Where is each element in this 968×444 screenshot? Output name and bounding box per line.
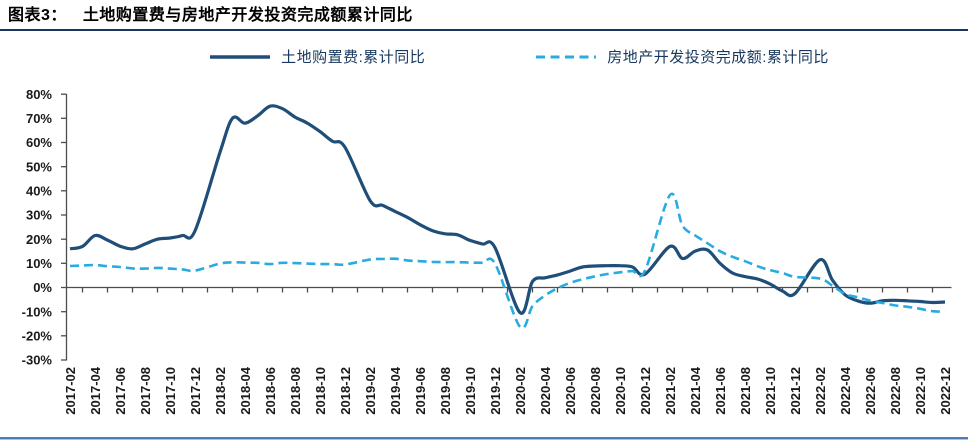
x-tick-label: 2019-10 <box>463 367 478 415</box>
legend-swatch-solid-line <box>210 54 271 59</box>
x-tick-label: 2020-02 <box>513 367 528 415</box>
x-tick-label: 2020-12 <box>638 367 653 415</box>
x-tick-label: 2019-04 <box>388 366 403 414</box>
title-underline <box>0 29 968 31</box>
chart-legend: 土地购置费:累计同比 房地产开发投资完成额:累计同比 <box>0 46 968 67</box>
legend-label-0: 土地购置费:累计同比 <box>281 49 426 66</box>
x-tick-label: 2021-08 <box>738 367 753 415</box>
x-tick-label: 2022-08 <box>888 367 903 415</box>
legend-swatch-dashed-line <box>536 55 597 58</box>
y-tick-label: 20% <box>26 232 52 247</box>
x-tick-label: 2021-04 <box>688 366 703 414</box>
x-tick-label: 2018-12 <box>338 367 353 415</box>
x-tick-label: 2022-02 <box>813 367 828 415</box>
x-tick-label: 2022-12 <box>938 367 953 415</box>
y-tick-label: 40% <box>26 183 52 198</box>
y-tick-label: -10% <box>22 304 53 319</box>
y-tick-label: 10% <box>26 256 52 271</box>
x-tick-label: 2020-08 <box>588 367 603 415</box>
x-tick-label: 2022-10 <box>913 367 928 415</box>
y-tick-label: 50% <box>26 159 52 174</box>
x-tick-label: 2018-10 <box>313 367 328 415</box>
x-tick-label: 2017-02 <box>63 367 78 415</box>
x-tick-label: 2021-06 <box>713 367 728 415</box>
y-tick-label: -20% <box>22 328 53 343</box>
x-tick-label: 2022-06 <box>863 367 878 415</box>
y-tick-label: 30% <box>26 208 52 223</box>
x-tick-label: 2020-06 <box>563 367 578 415</box>
x-tick-label: 2020-10 <box>613 367 628 415</box>
series-line-1 <box>69 192 946 330</box>
legend-item-1: 房地产开发投资完成额:累计同比 <box>535 46 829 67</box>
x-tick-label: 2017-04 <box>88 366 103 414</box>
legend-label-1: 房地产开发投资完成额:累计同比 <box>607 49 829 66</box>
x-tick-label: 2017-06 <box>113 367 128 415</box>
x-tick-label: 2018-08 <box>288 367 303 415</box>
x-tick-label: 2021-02 <box>663 367 678 415</box>
x-tick-label: 2018-04 <box>238 366 253 414</box>
y-tick-label: 80% <box>26 87 52 102</box>
y-tick-label: 60% <box>26 135 52 150</box>
x-tick-label: 2018-02 <box>213 367 228 415</box>
chart-title-prefix: 图表3： <box>8 7 67 24</box>
x-tick-label: 2021-12 <box>788 367 803 415</box>
x-tick-label: 2017-10 <box>163 367 178 415</box>
x-tick-label: 2022-04 <box>838 366 853 414</box>
y-tick-label: 70% <box>26 111 52 126</box>
y-tick-label: 0% <box>33 280 52 295</box>
chart-title: 图表3： 土地购置费与房地产开发投资完成额累计同比 <box>8 5 413 27</box>
y-tick-label: -30% <box>22 353 53 368</box>
x-tick-label: 2017-08 <box>138 367 153 415</box>
x-tick-label: 2017-12 <box>188 367 203 415</box>
x-tick-label: 2019-06 <box>413 367 428 415</box>
x-tick-label: 2020-04 <box>538 366 553 414</box>
legend-item-0: 土地购置费:累计同比 <box>209 46 425 67</box>
x-tick-label: 2019-08 <box>438 367 453 415</box>
chart-title-text: 土地购置费与房地产开发投资完成额累计同比 <box>82 7 413 24</box>
axes <box>61 93 952 361</box>
y-tick-labels: 80% 70% 60% 50% 40% 30% 20% 10% 0% -10% -20% -30% <box>22 87 53 368</box>
chart-canvas: 80% 70% 60% 50% 40% 30% 20% 10% 0% -10% -20% -30% 20… <box>22 87 953 415</box>
bottom-border <box>0 437 968 440</box>
x-tick-labels: 2017-02 2017-04 2017-06 2017-08 2017-10 2017-… <box>63 366 953 414</box>
x-tick-label: 2019-02 <box>363 367 378 415</box>
x-tick-label: 2019-12 <box>488 367 503 415</box>
x-tick-label: 2018-06 <box>263 367 278 415</box>
series-line-0 <box>69 104 946 315</box>
x-tick-label: 2021-10 <box>763 367 778 415</box>
